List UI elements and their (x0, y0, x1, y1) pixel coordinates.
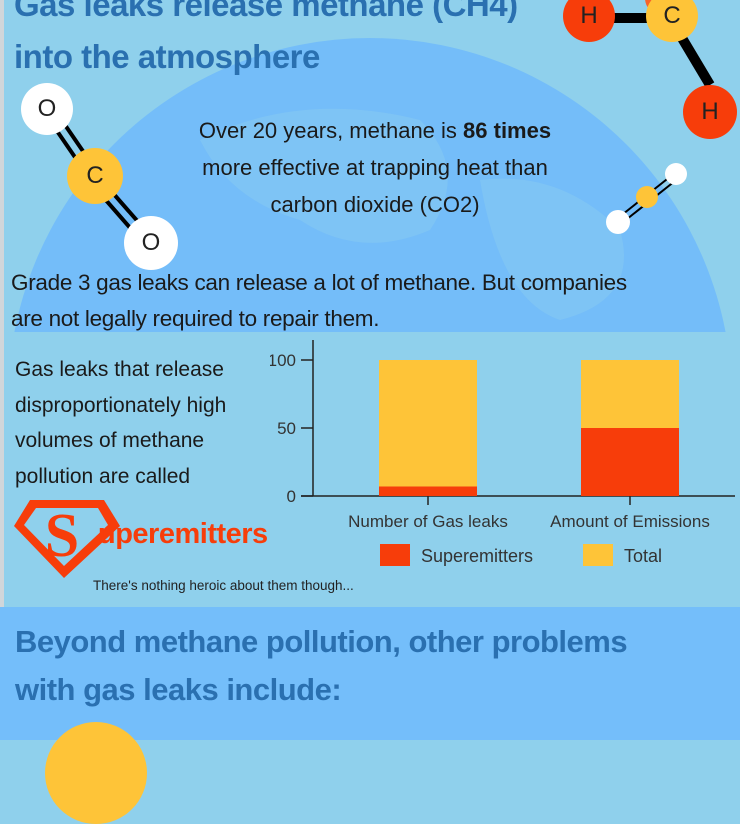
bar-total (581, 360, 679, 428)
section2-line-2: with gas leaks include: (15, 672, 342, 707)
y-tick-label: 100 (270, 351, 296, 370)
bar-superemitters (379, 486, 477, 496)
section-other-problems: Beyond methane pollution, other problems… (0, 607, 740, 824)
oxygen-atom: O (21, 83, 73, 135)
legend-swatch (583, 544, 613, 566)
superemitters-logo-text: uperemitters (98, 518, 268, 550)
tagline: There's nothing heroic about them though… (93, 578, 354, 593)
legend-swatch (380, 544, 410, 566)
intro-line: pollution are called (15, 464, 191, 488)
title-line-1: Gas leaks release methane (CH4) (14, 0, 518, 23)
fact-line-3: carbon dioxide (CO2) (270, 192, 480, 217)
grade3-text: Grade 3 gas leaks can release a lot of m… (11, 265, 627, 337)
bar-total (379, 360, 477, 487)
y-tick-label: 50 (277, 419, 296, 438)
fact-text: Over 20 years, methane is (198, 118, 464, 143)
carbon-atom: C (646, 0, 698, 42)
globe-background (0, 0, 740, 332)
hydrogen-atom: H (683, 85, 737, 139)
bar-superemitters (581, 428, 679, 496)
x-tick-label: Number of Gas leaks (348, 512, 508, 531)
section2-line-1: Beyond methane pollution, other problems (15, 624, 628, 659)
small-molecule-icon (606, 163, 687, 234)
intro-text: Gas leaks that release disproportionatel… (15, 352, 226, 494)
hydrogen-atom: H (563, 0, 615, 42)
x-tick-label: Amount of Emissions (550, 512, 710, 531)
methane-fact: Over 20 years, methane is 86 times more … (130, 112, 620, 223)
grade3-line-1: Grade 3 gas leaks can release a lot of m… (11, 270, 627, 295)
intro-line: disproportionately high (15, 393, 227, 417)
problem-icon-circle (45, 722, 147, 824)
intro-line: Gas leaks that release (15, 358, 224, 381)
title-line-2: into the atmosphere (14, 38, 320, 75)
oxygen-atom: O (124, 216, 178, 270)
legend-label: Superemitters (421, 546, 533, 566)
grade3-line-2: are not legally required to repair them. (11, 306, 380, 331)
stacked-bar-chart: 0 50 100 Number of Gas leaks Amount of Emiss… (270, 340, 735, 566)
carbon-atom: C (67, 148, 123, 204)
intro-line: volumes of methane (15, 429, 205, 452)
y-tick-label: 0 (287, 487, 296, 506)
left-border (0, 0, 4, 740)
superman-logo-icon: S (14, 500, 120, 578)
logo-letter: S (45, 502, 79, 570)
fact-highlight: 86 times (463, 118, 552, 143)
legend-label: Total (624, 546, 662, 566)
fact-line-2: more effective at trapping heat than (202, 155, 548, 180)
